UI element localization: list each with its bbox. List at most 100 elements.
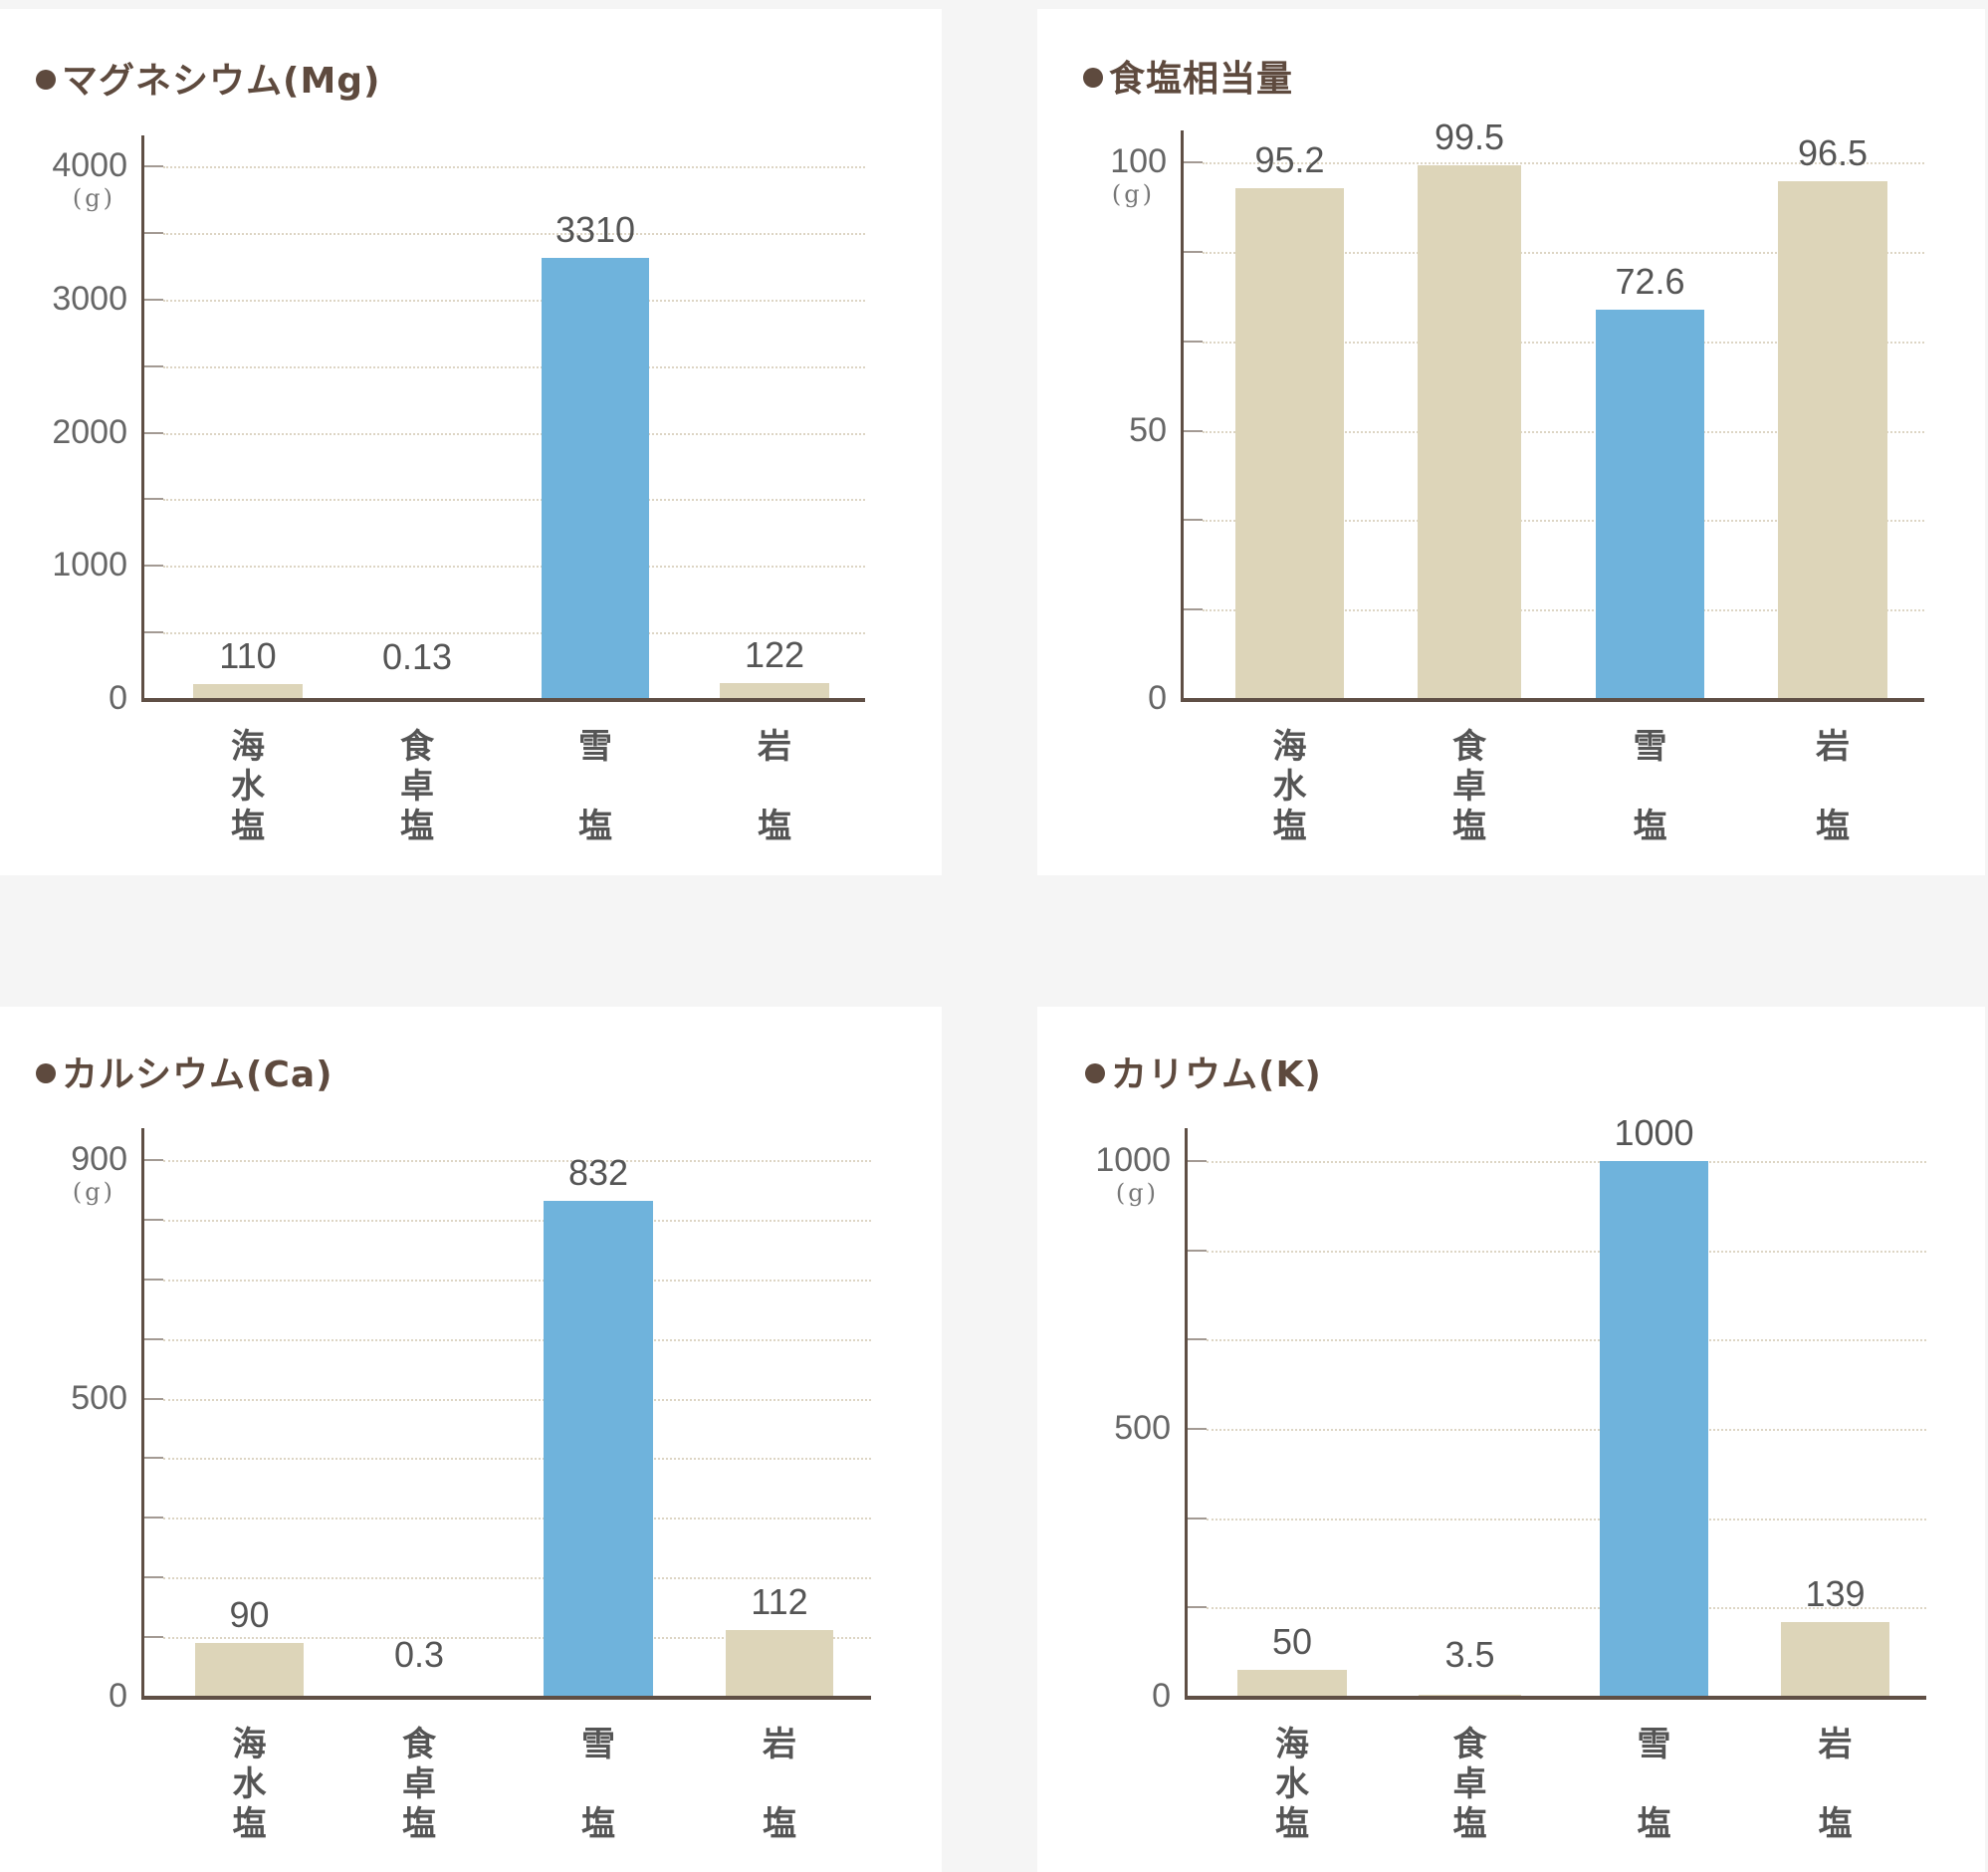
y-tick — [143, 1636, 163, 1638]
chart-title-salt-equivalent: 食塩相当量 — [1083, 50, 1293, 102]
category-char: 塩 — [1637, 1804, 1671, 1844]
category-char — [750, 1764, 809, 1804]
chart-title-calcium: カルシウム(Ca) — [36, 1046, 333, 1097]
y-tick — [1187, 1606, 1207, 1608]
y-axis-label: 1000 — [1095, 1141, 1171, 1179]
category-char — [1803, 767, 1863, 807]
y-tick — [143, 631, 163, 633]
category-char: 卓 — [1452, 767, 1486, 807]
gridline — [1207, 1607, 1926, 1609]
y-tick — [1183, 341, 1203, 343]
category-label: 岩塩 — [750, 1725, 809, 1844]
category-char: 岩 — [1816, 727, 1850, 767]
bar-3 — [542, 258, 649, 699]
category-char — [568, 1764, 628, 1804]
y-axis-unit: (g) — [72, 1178, 115, 1206]
data-label: 3.5 — [1444, 1634, 1495, 1675]
gridline — [163, 300, 865, 302]
data-label: 99.5 — [1434, 117, 1505, 157]
y-tick — [1183, 608, 1203, 610]
y-axis-label: 1000 — [52, 546, 127, 584]
category-char: 海 — [1272, 727, 1307, 767]
y-tick — [1183, 161, 1203, 163]
category-char: 岩 — [1818, 1725, 1853, 1764]
y-axis-label: 100 — [1110, 142, 1167, 180]
y-axis-label: 4000 — [52, 146, 127, 184]
y-tick — [143, 1219, 163, 1221]
category-char: 塩 — [232, 1804, 267, 1844]
gridline — [163, 166, 865, 168]
gridline — [163, 1339, 871, 1341]
gridline — [1207, 1251, 1926, 1253]
category-label: 雪塩 — [568, 1725, 628, 1844]
gridline — [163, 1280, 871, 1282]
data-label: 50 — [1271, 1621, 1313, 1662]
gridline — [1203, 342, 1924, 344]
y-tick — [1187, 1338, 1207, 1340]
data-label: 90 — [229, 1594, 270, 1635]
y-tick — [1187, 1160, 1207, 1162]
bullet-icon — [36, 70, 56, 90]
data-label: 122 — [744, 634, 805, 675]
y-tick — [143, 1576, 163, 1578]
gridline — [163, 233, 865, 235]
data-label: 96.5 — [1797, 132, 1869, 173]
category-char: 食 — [400, 727, 434, 767]
y-tick — [1187, 1518, 1207, 1520]
category-char — [1625, 1764, 1684, 1804]
bar-3 — [1596, 310, 1704, 699]
y-tick — [143, 232, 163, 234]
y-axis-unit: (g) — [1111, 180, 1155, 208]
y-axis-label: 0 — [1148, 679, 1167, 717]
y-axis-label: 500 — [71, 1379, 127, 1417]
category-char: 塩 — [1816, 807, 1850, 846]
category-char — [745, 767, 804, 807]
category-char: 塩 — [758, 807, 791, 846]
y-tick — [143, 165, 163, 167]
gridline — [1207, 1339, 1926, 1341]
data-label: 95.2 — [1254, 139, 1325, 180]
y-axis-label: 2000 — [52, 413, 127, 451]
y-axis-label: 3000 — [52, 280, 127, 318]
x-axis — [1181, 698, 1924, 702]
y-tick — [143, 365, 163, 367]
gridline — [1207, 1429, 1926, 1431]
title-text: マグネシウム(Mg) — [62, 61, 381, 102]
category-char: 塩 — [402, 1804, 436, 1844]
category-label: 食卓塩 — [387, 727, 447, 846]
gridline — [163, 499, 865, 501]
y-tick — [1187, 1428, 1207, 1430]
category-label: 食卓塩 — [389, 1725, 449, 1844]
gridline — [163, 1220, 871, 1222]
category-label: 雪塩 — [1625, 1725, 1684, 1844]
y-tick — [143, 1457, 163, 1459]
category-char: 塩 — [1818, 1804, 1853, 1844]
bullet-icon — [1083, 68, 1103, 88]
gridline — [1203, 520, 1924, 522]
bar-3 — [1600, 1161, 1708, 1697]
category-char: 塩 — [581, 1804, 615, 1844]
chart-title-magnesium: マグネシウム(Mg) — [36, 52, 381, 104]
y-tick — [1183, 519, 1203, 521]
gridline — [1203, 252, 1924, 254]
bar-3 — [544, 1201, 653, 1697]
y-tick — [143, 432, 163, 434]
y-axis-unit: (g) — [1115, 1179, 1159, 1207]
category-char: 塩 — [231, 807, 265, 846]
y-axis — [141, 1128, 144, 1699]
data-label: 0.13 — [381, 636, 453, 677]
category-char: 岩 — [763, 1725, 796, 1764]
y-tick — [143, 1279, 163, 1281]
category-label: 海水塩 — [1262, 1725, 1322, 1844]
gridline — [1207, 1161, 1926, 1163]
y-axis-label: 0 — [1152, 1677, 1171, 1715]
y-axis-label: 500 — [1114, 1409, 1171, 1447]
category-char — [565, 767, 625, 807]
gridline — [1203, 431, 1924, 433]
gridline — [1203, 162, 1924, 164]
chart-title-potassium: カリウム(K) — [1085, 1046, 1322, 1097]
data-label: 139 — [1805, 1573, 1866, 1614]
category-label: 岩塩 — [1803, 727, 1863, 846]
category-label: 岩塩 — [1806, 1725, 1866, 1844]
category-char: 雪 — [581, 1725, 615, 1764]
